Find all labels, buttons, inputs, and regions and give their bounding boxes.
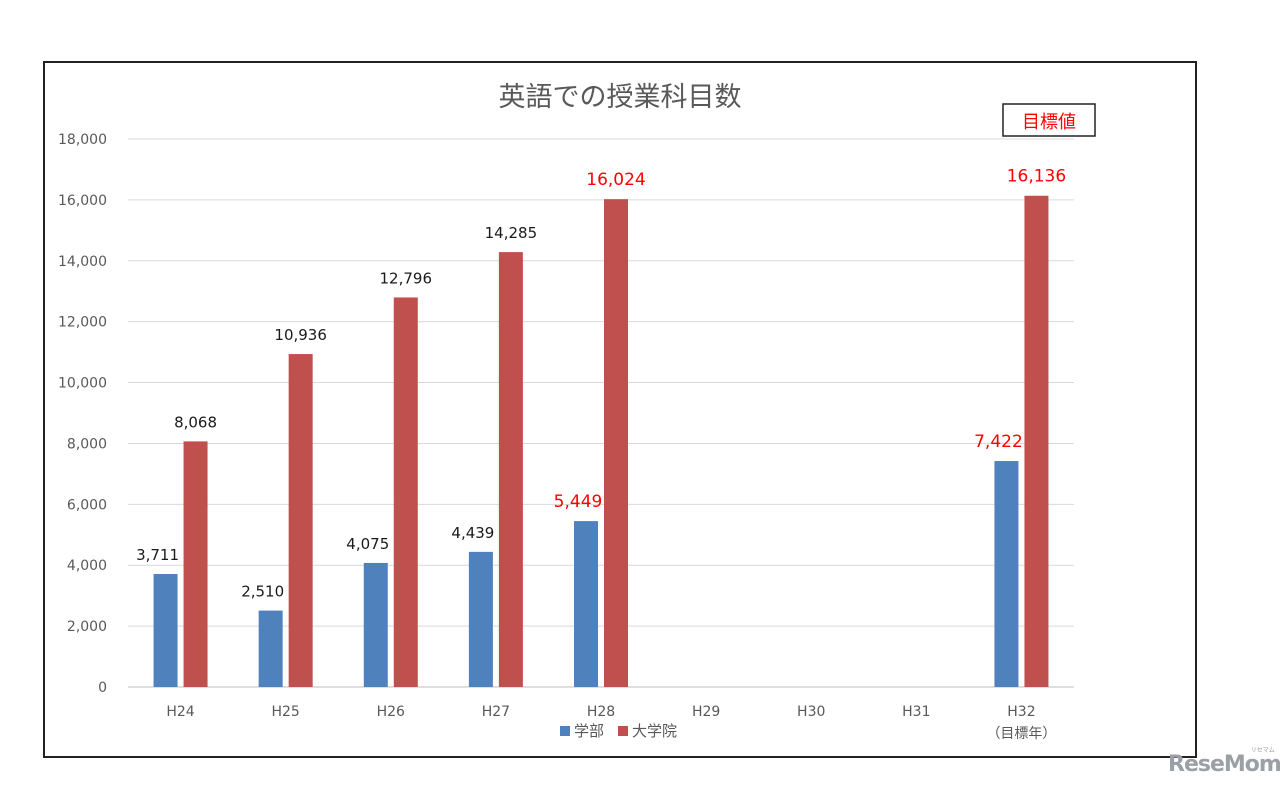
x-tick-label: H27: [482, 704, 510, 720]
x-tick-label: H29: [692, 704, 720, 720]
y-tick-label: 10,000: [58, 376, 107, 392]
data-label: 3,711: [136, 546, 179, 564]
target-box-border: [1002, 103, 1096, 137]
bar-大学院-H27: [498, 252, 523, 687]
data-labels: 3,711 2,510 4,075 4,439 5,449 7,422 8,068 10,93…: [136, 167, 1066, 601]
data-label: 12,796: [380, 269, 433, 287]
chart-frame: [43, 61, 1197, 758]
legend-label: 学部: [574, 722, 604, 740]
bar-学部-H25: [258, 610, 283, 687]
y-tick-label: 12,000: [58, 315, 107, 331]
resemom-logo: ReseMom リセマム: [1168, 747, 1280, 777]
x-tick-label: H26: [377, 704, 405, 720]
data-label: 4,439: [451, 524, 494, 542]
data-label: 16,024: [586, 170, 645, 190]
gridlines: [128, 138, 1074, 688]
y-tick-label: 4,000: [67, 558, 107, 574]
data-label: 16,136: [1007, 167, 1066, 187]
x-tick-label: H25: [271, 704, 299, 720]
y-tick-label: 16,000: [58, 193, 107, 209]
data-label: 7,422: [974, 432, 1023, 452]
legend-swatch: [560, 726, 570, 736]
y-tick-label: 14,000: [58, 254, 107, 270]
y-tick-label: 8,000: [67, 436, 107, 452]
legend-swatch: [618, 726, 628, 736]
legend-label: 大学院: [632, 722, 677, 740]
x-tick-label: H31: [902, 704, 930, 720]
y-tick-label: 2,000: [67, 619, 107, 635]
data-label: 14,285: [485, 224, 538, 242]
chart-title: 英語での授業科目数: [499, 82, 742, 113]
data-label: 10,936: [274, 326, 327, 344]
legend: 学部 大学院: [560, 722, 677, 740]
bar-大学院-H32: [1024, 195, 1049, 687]
bar-大学院-H26: [393, 297, 418, 687]
x-tick-label: H24: [166, 704, 194, 720]
y-tick-label: 0: [98, 680, 107, 696]
bar-学部-H24: [153, 574, 178, 687]
data-label: 4,075: [346, 535, 389, 553]
bar-学部-H26: [363, 562, 388, 687]
bar-大学院-H24: [183, 441, 208, 687]
y-tick-label: 6,000: [67, 497, 107, 513]
data-label: 2,510: [241, 583, 284, 601]
target-box: 目標値: [1002, 103, 1096, 137]
y-axis: 0 2,000 4,000 6,000 8,000 10,000 12,000 14,000 1…: [58, 132, 107, 696]
bar-大学院-H25: [288, 354, 313, 687]
x-tick-label: H28: [587, 704, 615, 720]
bar-学部-H32: [994, 461, 1019, 687]
x-tick-sublabel: （目標年）: [986, 726, 1056, 742]
bar-学部-H28: [574, 521, 598, 687]
bar-学部-H27: [468, 551, 493, 687]
bars: [153, 195, 1049, 688]
x-axis: H24 H25 H26 H27 H28 H29 H30 H31 H32 （目標年）: [166, 704, 1056, 742]
data-label: 8,068: [174, 413, 217, 431]
data-label: 5,449: [554, 492, 603, 512]
x-tick-label: H32: [1007, 704, 1035, 720]
x-tick-label: H30: [797, 704, 825, 720]
y-tick-label: 18,000: [58, 132, 107, 148]
bar-大学院-H28: [604, 199, 628, 688]
target-label: 目標値: [1022, 112, 1076, 133]
